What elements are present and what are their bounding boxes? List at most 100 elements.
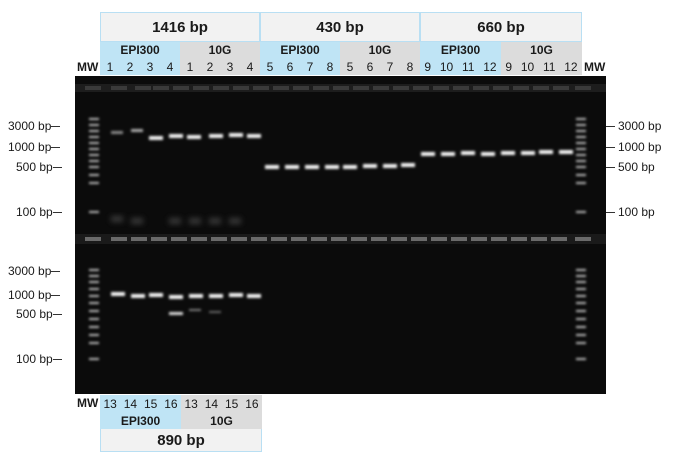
lane-number: 13 (103, 397, 117, 411)
lane-number: 14 (204, 397, 219, 411)
size-label: 660 bp (477, 18, 525, 36)
lane-number: 11 (462, 59, 475, 74)
lane-number: 10 (439, 59, 454, 74)
lane-numbers-bottom: 13 14 15 16 (100, 395, 181, 413)
marker-left-bottom-1000: 1000 bp (8, 288, 61, 302)
size-label: 1416 bp (152, 18, 208, 36)
marker-tick (51, 146, 61, 148)
marker-left-3000: 3000 bp (8, 119, 61, 133)
marker-left-bottom-500: 500 bp (16, 307, 62, 321)
lane-number: 10 (520, 59, 535, 74)
marker-label: 100 bp (16, 352, 53, 366)
marker-label: 100 bp (16, 205, 53, 219)
marker-label: 500 bp (618, 160, 655, 174)
lane-numbers: 9 10 11 12 (501, 58, 582, 75)
strain-header-10g-bottom: 10G (181, 413, 262, 429)
marker-tick (606, 125, 615, 127)
lane-number: 4 (166, 59, 174, 74)
lane-number: 3 (146, 59, 154, 74)
size-label: 430 bp (316, 18, 364, 36)
lane-number: 9 (505, 59, 513, 74)
strain-header-epi300: EPI300 (100, 42, 180, 58)
size-header-430: 430 bp (260, 12, 420, 42)
marker-label: 3000 bp (618, 119, 662, 133)
strain-label: 10G (208, 43, 232, 57)
marker-tick (52, 211, 62, 213)
marker-label: 1000 bp (8, 140, 52, 154)
marker-right-1000: 1000 bp (606, 140, 661, 154)
strain-header-epi300: EPI300 (420, 42, 501, 58)
marker-label: 1000 bp (618, 140, 662, 154)
strain-label: EPI300 (120, 43, 160, 57)
lane-number: 14 (123, 397, 138, 411)
marker-label: 500 bp (16, 307, 53, 321)
lane-number: 11 (543, 59, 556, 74)
size-header-890: 890 bp (100, 429, 262, 452)
marker-label: 1000 bp (8, 288, 52, 302)
mw-label-top-left: MW (77, 60, 99, 74)
strain-label: 10G (368, 43, 392, 57)
lane-number: 1 (106, 59, 114, 74)
marker-tick (52, 358, 62, 360)
lane-number: 8 (406, 59, 414, 74)
lane-number: 15 (143, 397, 158, 411)
lane-numbers-bottom: 13 14 15 16 (181, 395, 262, 413)
gel-image (75, 76, 606, 394)
marker-tick (606, 166, 615, 168)
strain-label: EPI300 (440, 43, 481, 57)
lane-number: 12 (483, 59, 497, 74)
marker-label: 100 bp (618, 205, 655, 219)
lane-number: 1 (186, 59, 194, 74)
strain-label: EPI300 (280, 43, 320, 57)
marker-right-500: 500 bp (606, 160, 655, 174)
strain-header-10g: 10G (501, 42, 582, 58)
lane-number: 3 (226, 59, 234, 74)
marker-label: 3000 bp (8, 264, 52, 278)
strain-header-10g: 10G (180, 42, 260, 58)
size-label: 890 bp (157, 431, 205, 449)
marker-right-3000: 3000 bp (606, 119, 661, 133)
lane-number: 5 (346, 59, 354, 74)
strain-label: 10G (530, 43, 553, 57)
lane-number: 6 (366, 59, 374, 74)
marker-tick (52, 166, 62, 168)
strain-header-epi300: EPI300 (260, 42, 340, 58)
lane-number: 12 (564, 59, 578, 74)
lane-number: 16 (164, 397, 178, 411)
size-header-1416: 1416 bp (100, 12, 260, 42)
marker-left-bottom-3000: 3000 bp (8, 264, 61, 278)
lane-number: 7 (306, 59, 314, 74)
lane-number: 8 (326, 59, 334, 74)
lane-number: 7 (386, 59, 394, 74)
lane-numbers: 9 10 11 12 (420, 58, 501, 75)
mw-label-top-right: MW (584, 60, 606, 74)
marker-label: 500 bp (16, 160, 53, 174)
lane-number: 15 (224, 397, 239, 411)
strain-label: 10G (210, 414, 233, 428)
lane-number: 16 (245, 397, 259, 411)
marker-left-500: 500 bp (16, 160, 62, 174)
lane-number: 2 (126, 59, 134, 74)
lane-number: 13 (184, 397, 198, 411)
marker-left-100: 100 bp (16, 205, 62, 219)
mw-label-bottom-left: MW (77, 396, 99, 410)
marker-left-bottom-100: 100 bp (16, 352, 62, 366)
lane-number: 2 (206, 59, 214, 74)
marker-label: 3000 bp (8, 119, 52, 133)
strain-header-epi300-bottom: EPI300 (100, 413, 181, 429)
marker-right-100: 100 bp (606, 205, 655, 219)
marker-tick (51, 270, 61, 272)
marker-tick (606, 146, 615, 148)
strain-header-10g: 10G (340, 42, 420, 58)
marker-tick (51, 125, 61, 127)
lane-number: 6 (286, 59, 294, 74)
gel-photo (75, 76, 606, 394)
lane-number: 9 (424, 59, 432, 74)
size-header-660: 660 bp (420, 12, 582, 42)
marker-tick (51, 294, 61, 296)
marker-tick (606, 211, 615, 213)
